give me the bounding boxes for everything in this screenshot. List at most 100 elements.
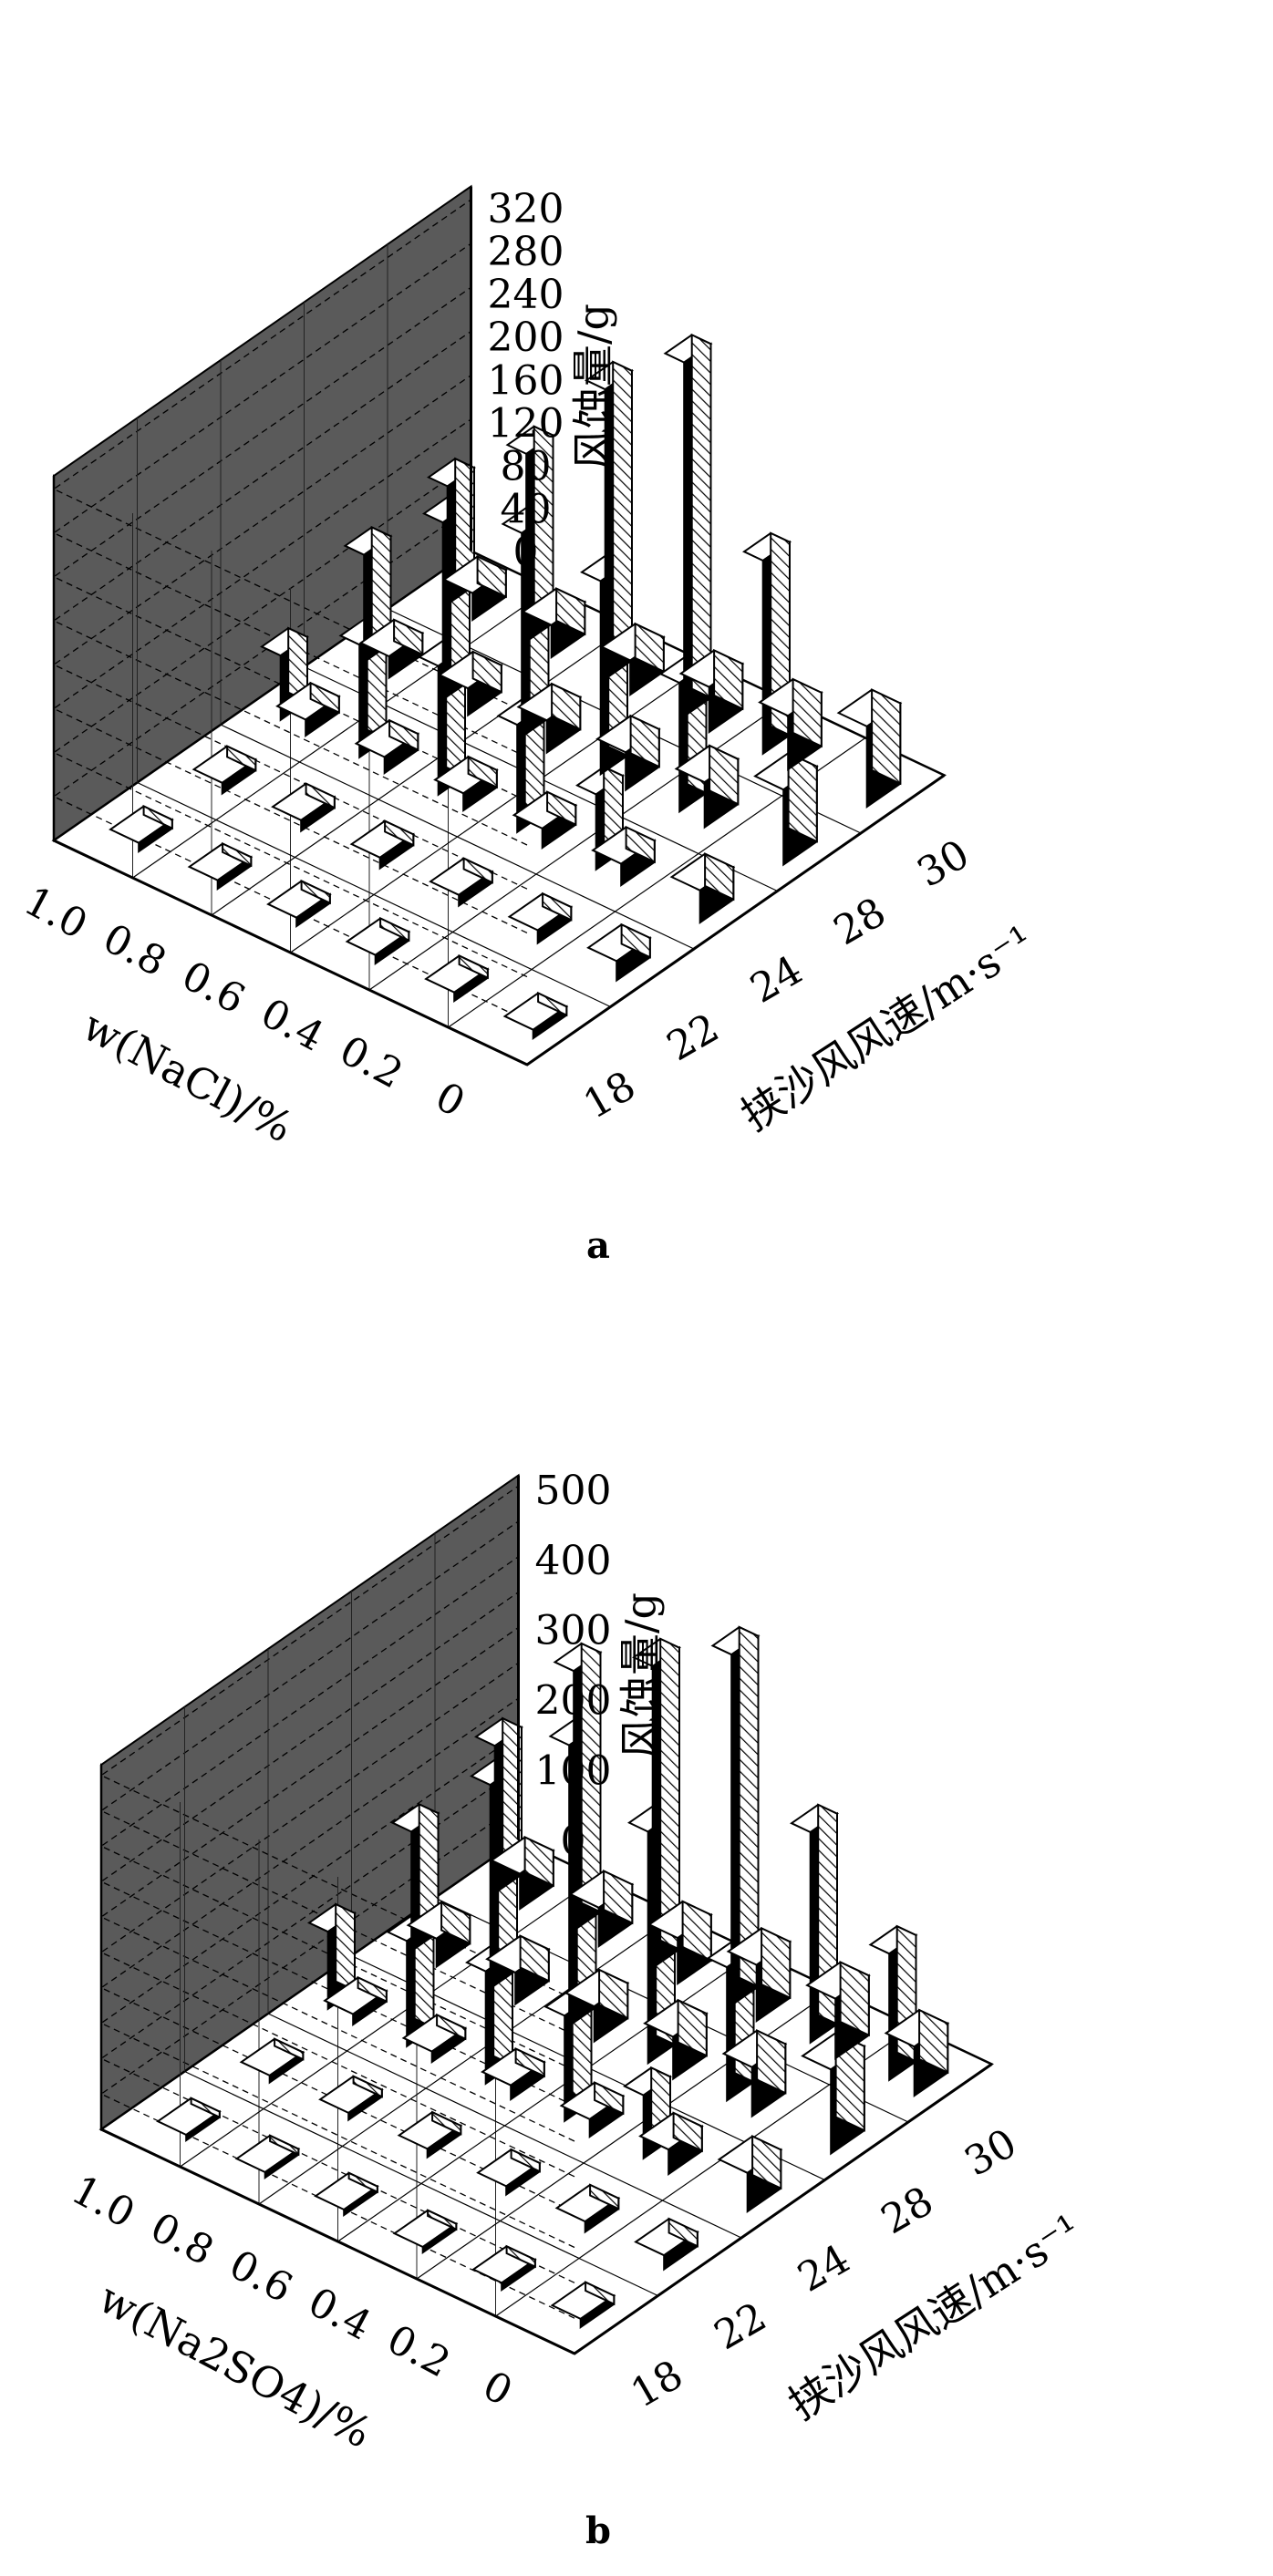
z-tick-label: 240 [488,272,564,318]
bar [632,1637,713,1986]
bar-front-side [393,618,424,656]
y-tick-label: 0 [475,2363,520,2416]
bar [318,2075,384,2122]
bar-front-side [585,2281,616,2306]
bar-front-side [305,782,336,809]
bar [187,841,254,891]
bar [392,2209,459,2255]
bar-front-side [476,554,507,599]
bar-front-side [357,1975,388,2004]
y-tick-label: 0 [428,1074,472,1127]
y-tick-label: 1.0 [64,2167,142,2238]
y-tick-label: 0.6 [222,2241,300,2313]
x-tick-label: 28 [874,2178,941,2243]
bar-front-side [384,819,415,847]
bar-front-side [589,2183,620,2210]
z-tick-label: 200 [488,314,564,361]
bar-front-side [713,648,744,711]
bar-front-side [709,744,740,806]
bar-front-side [462,857,493,884]
bar [507,891,574,945]
bar-front-side [918,2008,949,2075]
bar-front-side [668,2217,699,2248]
y-axis-line [100,2128,575,2355]
floor-gridline [258,1914,677,2205]
x-axis-label: 挟沙风风速/m·s⁻¹ [732,915,1042,1140]
bar-front-side [761,1926,792,2000]
bar-front-side [514,2047,545,2078]
bar-front-side [458,953,489,980]
bar [586,922,652,983]
bar [790,1803,871,2061]
z-tick-label: 100 [535,1748,612,1795]
bar-front-side [467,755,498,789]
bar-front-side [546,790,577,827]
bar-front-side [300,879,331,905]
bar-front-side [542,891,573,922]
bar-front-side [440,1901,471,1945]
bar-front-side [598,1968,629,2020]
bar [710,1625,792,2024]
chart-a: 182224283000.20.40.60.81.004080120160200… [16,184,1042,1267]
floor-gridline [211,625,629,916]
floor-gridline [290,663,709,953]
bar-front-side [625,825,656,864]
bar-front-side [551,682,582,731]
z-tick-label: 160 [488,357,564,404]
x-tick-label: 30 [910,831,978,897]
bar-front-side [519,1934,550,1983]
x-tick-label: 24 [791,2236,858,2302]
z-tick-label: 80 [501,443,552,489]
y-tick-label: 1.0 [16,878,95,949]
x-tick-label: 18 [624,2352,691,2417]
bar [634,2217,699,2272]
bar-front-side [756,2029,787,2095]
bar-front-side [222,841,253,868]
bar-front-side [751,2135,782,2190]
panel-label: a [586,1224,610,1267]
bar-back-side [580,1642,602,1914]
z-tick-label: 0 [513,530,539,576]
bar-front-side [672,2111,703,2153]
bar [801,2031,866,2156]
bar-front-side [681,1900,712,1963]
z-tick-label: 120 [488,400,564,447]
bar-front-side [505,2244,536,2269]
bar-front-side [379,916,410,943]
bar-front-side [352,2075,383,2098]
y-tick-label: 0.2 [332,1027,410,1098]
bar [663,333,745,735]
y-tick-label: 0.6 [174,953,253,1024]
chart-b: 182224283000.20.40.60.81.001002003004005… [64,1468,1090,2552]
bar [234,2134,301,2180]
bar [505,425,587,660]
bar [345,916,411,966]
bar-front-side [274,2037,305,2061]
bar-front-side [309,681,340,715]
bar-front-side [620,922,651,959]
x-axis-line [574,2063,993,2355]
y-tick-label: 0.8 [96,915,174,986]
bar-front-side [427,2209,458,2231]
bar-front-side [226,745,257,772]
bar [575,765,657,888]
bar [836,688,903,809]
bar [239,2037,305,2085]
bar-front-side [537,991,568,1017]
x-tick-label: 28 [826,889,894,954]
bar [742,531,823,772]
bar [623,2066,704,2177]
bar [868,1924,950,2098]
bar [109,804,174,854]
bar-front-side [871,688,902,786]
x-axis-label: 挟沙风风速/m·s⁻¹ [780,2204,1090,2429]
bar-front-side [269,2134,300,2157]
z-axis-label: 风蚀量/g [569,304,618,470]
z-tick-label: 320 [488,186,564,232]
bar [349,819,416,871]
z-tick-label: 0 [561,1819,586,1865]
z-tick-label: 400 [535,1538,612,1584]
floor-gridline [180,1877,598,2168]
bar-front-side [634,622,665,674]
bar [390,1802,472,1969]
